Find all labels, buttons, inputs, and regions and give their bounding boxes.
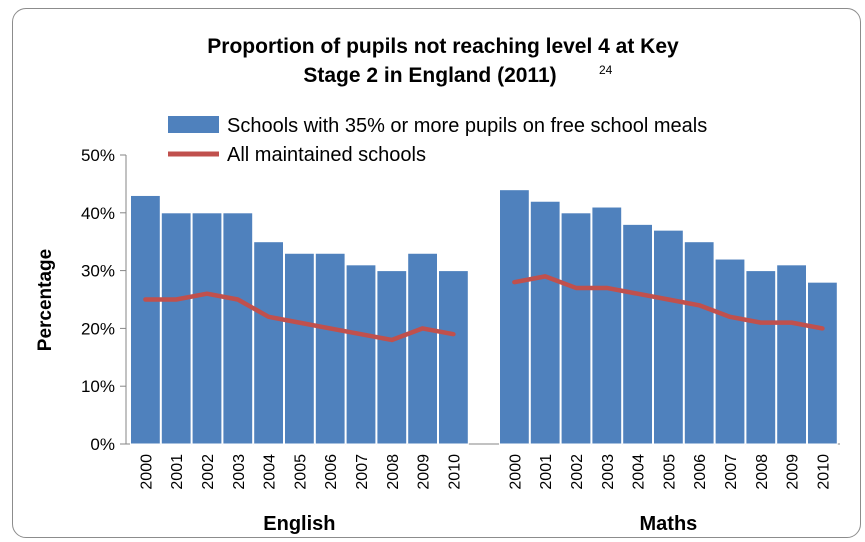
x-tick-label-english-2000: 2000 [138, 454, 155, 490]
x-tick-label-english-2005: 2005 [292, 454, 309, 490]
line-all-maintained-english [143, 291, 456, 343]
y-tick-label: 0% [90, 435, 115, 454]
y-tick-label: 50% [81, 146, 115, 165]
legend: Schools with 35% or more pupils on free … [168, 115, 707, 166]
bar-english-2002 [191, 212, 223, 445]
x-tick-label-maths-2008: 2008 [754, 454, 771, 490]
y-tick-label: 40% [81, 204, 115, 223]
legend-bar-swatch [168, 116, 219, 133]
x-tick-label-maths-2003: 2003 [600, 454, 617, 490]
bar-maths-2001 [529, 200, 561, 445]
x-tick-label-maths-2007: 2007 [723, 454, 740, 490]
bar-maths-2002 [560, 212, 592, 445]
bar-english-2006 [314, 252, 346, 445]
bar-english-2001 [160, 212, 192, 445]
bar-maths-2008 [745, 270, 777, 445]
x-tick-label-maths-2005: 2005 [661, 454, 678, 490]
y-tick-label: 30% [81, 262, 115, 281]
bar-maths-2010 [807, 281, 838, 445]
chart-title-line-2: Stage 2 in England (2011) [303, 64, 556, 87]
bar-maths-2004 [622, 223, 654, 445]
bar-english-2004 [253, 241, 284, 445]
bar-maths-2000 [499, 189, 530, 445]
y-axis-label: Percentage [35, 249, 56, 351]
line-all-maintained-maths [512, 274, 825, 331]
group-label-english: English [263, 513, 335, 535]
y-tick-label: 10% [81, 377, 115, 396]
x-tick-label-english-2004: 2004 [262, 454, 279, 490]
bar-maths-2007 [714, 258, 746, 445]
plot-area: 0% 10% 20% 30% 40% 50% 2000 2001 2002 2003 2004 200… [81, 146, 840, 535]
x-tick-label-maths-2001: 2001 [538, 454, 555, 490]
x-tick-label-english-2007: 2007 [354, 454, 371, 490]
x-tick-label-maths-2002: 2002 [569, 454, 586, 490]
bar-english-2003 [222, 212, 254, 445]
bar-english-2008 [376, 270, 408, 445]
chart-title-line-1: Proportion of pupils not reaching level … [207, 35, 679, 58]
x-tick-label-maths-2006: 2006 [692, 454, 709, 490]
bar-maths-2009 [776, 264, 808, 445]
legend-bar-label: Schools with 35% or more pupils on free … [227, 115, 707, 137]
chart-title-superscript: 24 [599, 63, 613, 77]
bar-maths-2005 [653, 229, 684, 445]
bar-maths-2003 [591, 206, 623, 445]
x-tick-label-english-2001: 2001 [169, 454, 186, 490]
x-tick-label-english-2009: 2009 [416, 454, 433, 490]
y-tick-label: 20% [81, 319, 115, 338]
x-tick-label-maths-2010: 2010 [815, 454, 832, 490]
legend-line-label: All maintained schools [227, 144, 426, 166]
x-tick-label-english-2002: 2002 [200, 454, 217, 490]
x-tick-label-english-2003: 2003 [231, 454, 248, 490]
bar-english-2007 [345, 264, 377, 445]
x-tick-label-maths-2004: 2004 [631, 454, 648, 490]
x-tick-label-english-2006: 2006 [323, 454, 340, 490]
x-tick-label-english-2008: 2008 [385, 454, 402, 490]
bar-maths-2006 [683, 241, 715, 445]
bar-english-2000 [130, 194, 161, 445]
group-label-maths: Maths [640, 513, 698, 535]
bar-english-2010 [438, 270, 469, 445]
bar-english-2005 [284, 252, 315, 445]
x-tick-label-maths-2009: 2009 [785, 454, 802, 490]
x-tick-label-maths-2000: 2000 [507, 454, 524, 490]
x-tick-label-english-2010: 2010 [446, 454, 463, 490]
bar-english-2009 [407, 252, 439, 445]
